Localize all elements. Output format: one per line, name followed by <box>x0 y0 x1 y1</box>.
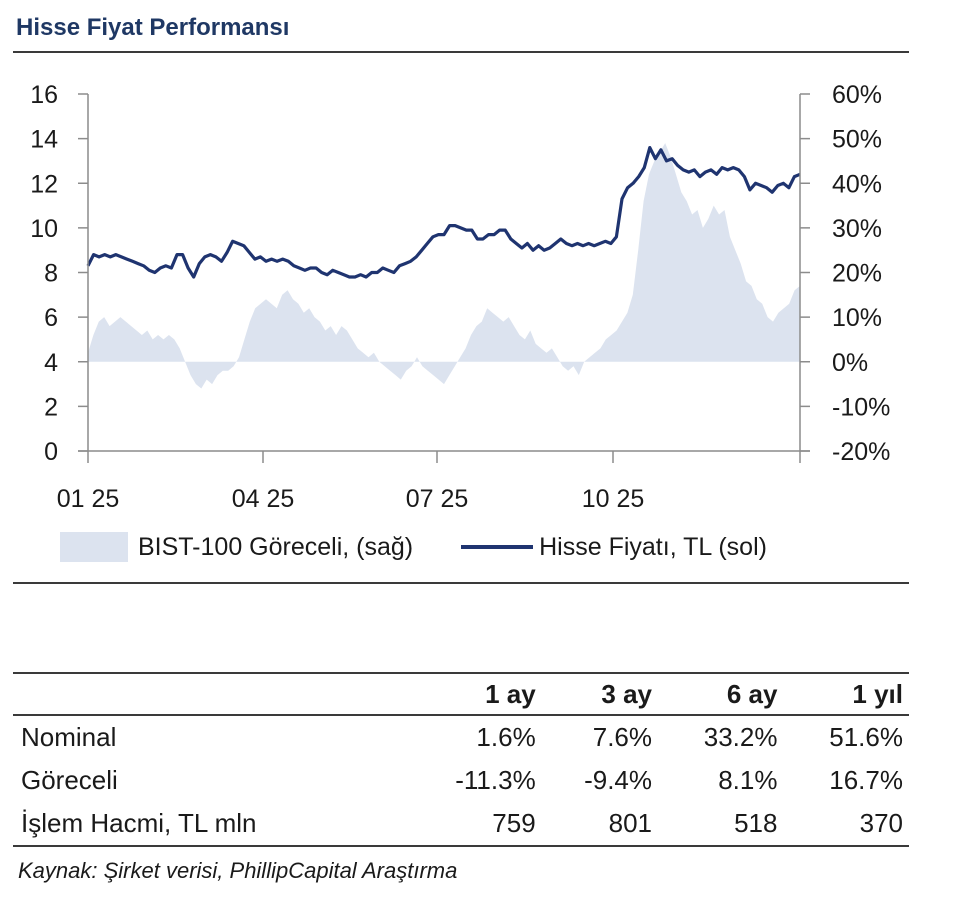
cell-value: 8.1% <box>718 765 778 795</box>
table-row-volume: İşlem Hacmi, TL mln 759 801 518 370 <box>13 802 909 847</box>
table-header-3-month: 3 ay <box>541 675 659 716</box>
price-line-layer <box>86 146 801 279</box>
right-tick-label: 50% <box>832 126 882 154</box>
left-tick-label: 16 <box>30 81 58 109</box>
left-tick-label: 0 <box>44 438 58 466</box>
cell-value: 51.6% <box>829 722 903 752</box>
legend-label-relative: BIST-100 Göreceli, (sağ) <box>138 532 414 561</box>
cell-value: 370 <box>783 802 909 847</box>
right-tick-label: 10% <box>832 304 882 332</box>
table-header-1-year: 1 yıl <box>783 675 909 716</box>
price-performance-chart: 0 2 4 6 8 10 12 14 16 -20% -10% 0% 10% 20% 30% 40% 50% 60… <box>30 81 890 510</box>
row-label: İşlem Hacmi, TL mln <box>13 802 406 847</box>
row-label: Nominal <box>21 722 117 752</box>
left-tick-label: 14 <box>30 126 58 154</box>
right-tick-label: 20% <box>832 260 882 288</box>
left-tick-label: 2 <box>44 393 58 421</box>
cell-value: 1.6% <box>476 722 536 752</box>
right-tick-label: 40% <box>832 170 882 198</box>
cell-value: 33.2% <box>703 722 778 752</box>
left-tick-label: 4 <box>44 349 58 377</box>
cell-value: 801 <box>541 802 659 847</box>
right-tick-label: -20% <box>832 438 890 466</box>
table-header-1-month: 1 ay <box>405 675 542 716</box>
cell-value: 16.7% <box>829 765 903 795</box>
title-rule <box>13 51 909 53</box>
left-tick-label: 8 <box>44 260 58 288</box>
cell-value: 7.6% <box>592 722 653 752</box>
cell-value: 759 <box>405 802 542 847</box>
right-tick-label: 60% <box>832 81 882 109</box>
right-tick-label: 30% <box>832 215 882 243</box>
cell-value: 518 <box>658 802 784 847</box>
table-top-rule <box>13 672 909 674</box>
cell-value: -11.3% <box>455 765 536 795</box>
x-tick-label: 04 25 <box>232 485 295 510</box>
table-row-nominal: Nominal 1.6% 7.6% 33.2% 51.6% <box>13 715 909 759</box>
source-note: Kaynak: Şirket verisi, PhillipCapital Ar… <box>18 858 458 883</box>
axes-layer: 0 2 4 6 8 10 12 14 16 -20% -10% 0% 10% 20% 30% 40% 50% 60… <box>30 81 890 510</box>
price-line <box>86 146 801 279</box>
chart-title: Hisse Fiyat Performansı <box>16 14 290 41</box>
table-header-row: 1 ay 3 ay 6 ay 1 yıl <box>13 675 909 716</box>
cell-value: -9.4% <box>584 765 653 795</box>
performance-table: 1 ay 3 ay 6 ay 1 yıl Nominal 1.6% 7.6% 3… <box>13 675 909 847</box>
chart-bottom-rule <box>13 582 909 584</box>
x-tick-label: 01 25 <box>57 485 120 510</box>
right-tick-label: -10% <box>832 393 890 421</box>
relative-area <box>88 143 800 389</box>
left-tick-label: 12 <box>30 170 58 198</box>
table-header-6-month: 6 ay <box>658 675 784 716</box>
legend-label-price: Hisse Fiyatı, TL (sol) <box>539 532 767 561</box>
x-tick-label: 10 25 <box>582 485 645 510</box>
left-tick-label: 10 <box>30 215 58 243</box>
relative-area-layer <box>88 143 800 389</box>
legend-swatch-area <box>60 532 128 562</box>
table-header-blank <box>13 675 406 716</box>
legend-swatch-line <box>461 545 534 549</box>
left-tick-label: 6 <box>44 304 58 332</box>
chart-legend: BIST-100 Göreceli, (sağ) Hisse Fiyatı, T… <box>60 532 767 562</box>
right-tick-label: 0% <box>832 349 868 377</box>
row-label: Göreceli <box>21 765 118 795</box>
table-row-relative: Göreceli -11.3% -9.4% 8.1% 16.7% <box>13 759 909 802</box>
x-tick-label: 07 25 <box>406 485 469 510</box>
